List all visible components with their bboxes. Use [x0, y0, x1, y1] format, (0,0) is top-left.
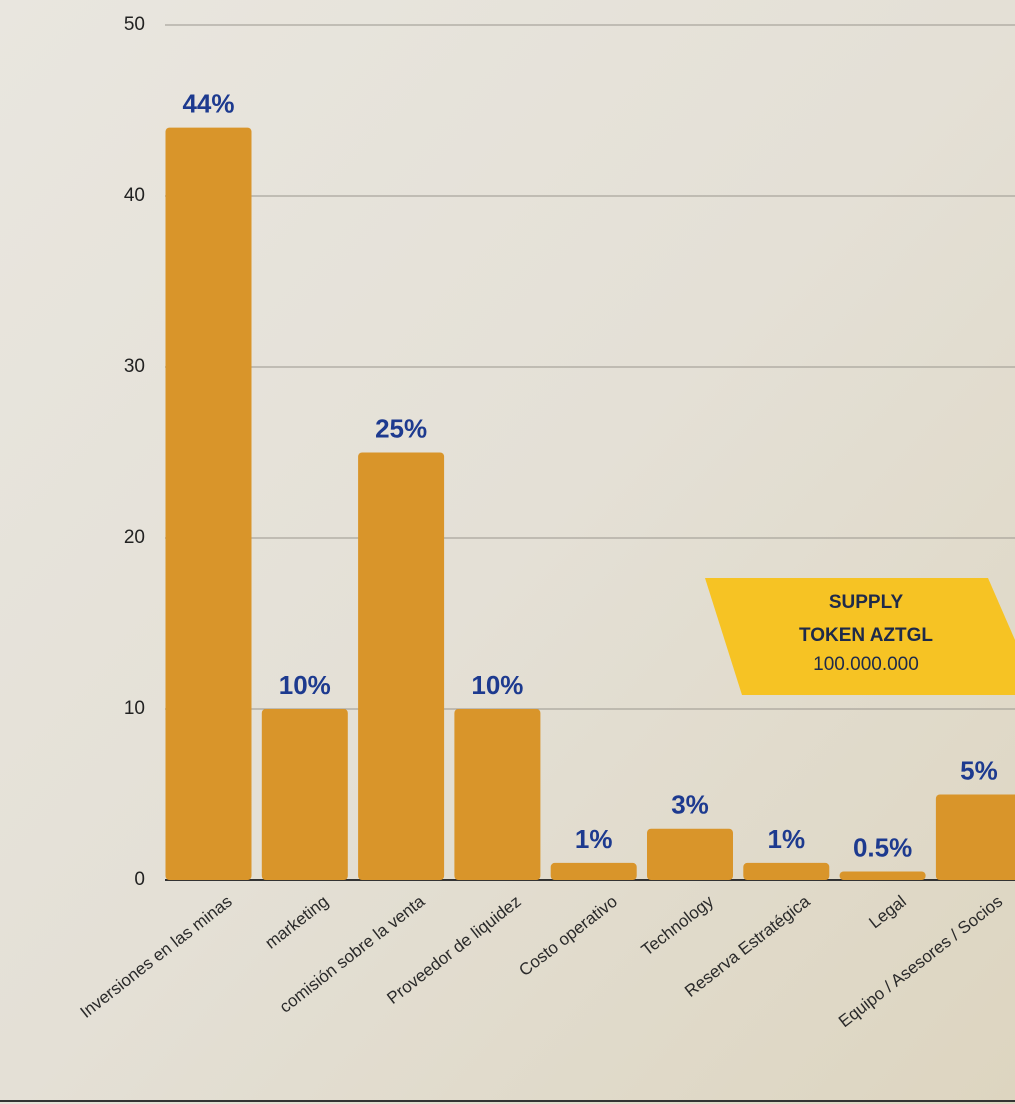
annotation-box	[705, 578, 1015, 695]
annotation: TOKEN AZTGL	[799, 625, 933, 646]
value-label: 10%	[279, 670, 331, 700]
annotation: SUPPLY	[829, 592, 904, 613]
value-label: 1%	[768, 824, 806, 854]
y-tick-label: 50	[124, 14, 145, 35]
bar	[935, 794, 1015, 880]
bar	[261, 709, 348, 880]
bar	[647, 828, 733, 880]
bar	[743, 862, 830, 880]
value-label: 10%	[471, 670, 523, 700]
bar	[839, 871, 926, 880]
y-tick-label: 40	[124, 185, 145, 206]
value-label: 3%	[671, 790, 709, 820]
value-label: 44%	[182, 88, 234, 118]
y-tick-label: 10	[124, 698, 145, 719]
y-tick-label: 20	[124, 527, 145, 548]
bar	[454, 709, 541, 880]
y-tick-label: 30	[124, 356, 145, 377]
value-label: 5%	[960, 755, 998, 785]
value-label: 25%	[375, 413, 427, 443]
y-tick-label: 0	[134, 869, 145, 890]
bar	[550, 862, 637, 880]
bar	[358, 452, 445, 880]
value-label: 1%	[575, 824, 613, 854]
bar	[165, 127, 252, 881]
annotation: 100.000.000	[813, 654, 919, 675]
value-label: 0.5%	[853, 832, 912, 862]
